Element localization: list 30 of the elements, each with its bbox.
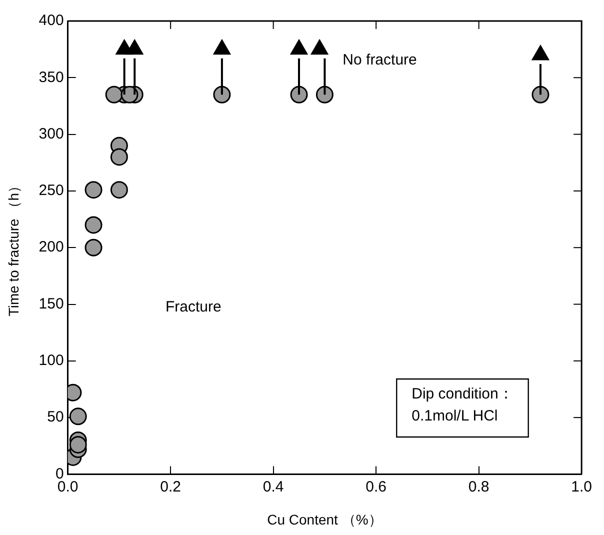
y-tick-label: 300 — [38, 125, 64, 142]
point — [110, 148, 128, 166]
x-tick-label: 0.2 — [160, 478, 182, 496]
y-tick-label: 50 — [47, 408, 64, 426]
point — [213, 86, 231, 104]
point — [105, 86, 123, 104]
y-tick-label: 250 — [38, 182, 64, 200]
point — [84, 181, 102, 199]
annotation: Dip condition： 0.1mol/L HCl — [412, 386, 514, 425]
x-tick-label: 0.8 — [468, 478, 490, 496]
point — [69, 436, 87, 454]
point — [532, 86, 550, 104]
y-tick-label: 200 — [38, 238, 64, 256]
y-tick-label: 350 — [38, 68, 64, 86]
annotation: Fracture — [165, 298, 222, 316]
point — [84, 238, 102, 256]
y-tick-label: 100 — [38, 352, 64, 370]
x-tick-label: 1.0 — [571, 478, 592, 496]
point — [110, 181, 128, 199]
y-axis-title: Time to fracture （h） — [5, 179, 22, 316]
y-tick-label: 150 — [38, 295, 64, 312]
x-axis-title: Cu Content （%） — [267, 511, 382, 528]
annotation: No fracture — [342, 51, 417, 68]
point — [290, 86, 308, 104]
point — [84, 216, 102, 234]
point — [69, 408, 87, 426]
point — [316, 86, 334, 104]
y-tick-label: 400 — [38, 12, 64, 30]
x-tick-label: 0.6 — [366, 478, 387, 496]
x-tick-label: 0.4 — [262, 478, 284, 496]
